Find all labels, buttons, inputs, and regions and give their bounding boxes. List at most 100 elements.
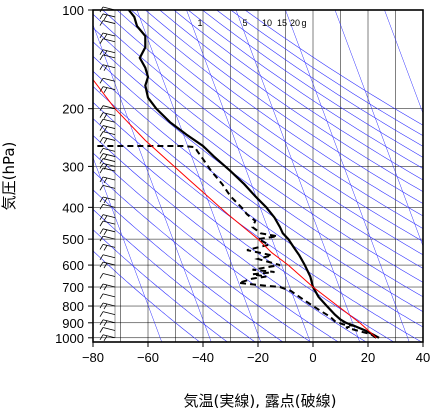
series-layer xyxy=(93,10,380,339)
y-tick-label: 1000 xyxy=(55,331,84,346)
y-tick-label: 400 xyxy=(62,200,84,215)
wind-barb xyxy=(99,176,116,184)
mixing-ratio-line xyxy=(93,24,212,342)
wind-barb xyxy=(99,86,116,93)
y-tick-label: 700 xyxy=(62,280,84,295)
dry-adiabat-line xyxy=(230,10,423,136)
wind-barb xyxy=(99,184,116,191)
grid-layer xyxy=(93,10,423,342)
wind-barb xyxy=(99,148,116,154)
wind-barb xyxy=(99,273,116,279)
dry-adiabat-line xyxy=(202,10,423,158)
wind-barb xyxy=(99,112,116,119)
wind-barb xyxy=(99,254,116,260)
dry-adiabat-line xyxy=(93,55,423,298)
wind-barb xyxy=(99,64,116,71)
x-tick-label: 20 xyxy=(361,350,375,365)
wind-barb xyxy=(99,214,116,221)
dry-adiabat-line xyxy=(93,152,339,342)
dry-adiabat-line xyxy=(93,13,423,256)
mixing-ratio-labels: 1 5 10 15 20 g xyxy=(197,18,306,28)
dry-adiabat-line xyxy=(93,101,422,342)
wind-barb xyxy=(99,196,116,204)
mixing-ratio-line xyxy=(285,10,410,342)
wind-barb xyxy=(99,261,116,269)
x-tick-label: −80 xyxy=(82,350,104,365)
wind-barb xyxy=(99,137,116,144)
wind-barb xyxy=(99,327,116,333)
dry-adiabat-line xyxy=(93,209,256,342)
y-axis-title: 気圧(hPa) xyxy=(0,142,18,211)
x-axis: −80 −60 −40 −20 0 20 40 xyxy=(82,342,430,365)
wind-barb xyxy=(99,49,116,56)
mixing-ratio-label: 1 xyxy=(197,18,202,28)
wind-barb xyxy=(99,125,116,132)
wind-barb xyxy=(99,163,116,170)
dry-adiabat-line xyxy=(102,10,423,242)
wind-barb xyxy=(99,105,116,111)
y-tick-label: 200 xyxy=(62,102,84,117)
x-tick-label: 0 xyxy=(309,350,316,365)
wind-barb xyxy=(99,283,116,291)
x-axis-title: 気温(実線), 露点(破線) xyxy=(184,392,337,410)
parcel-line xyxy=(93,78,377,339)
wind-barb xyxy=(99,311,116,317)
wind-barb xyxy=(99,203,116,210)
dry-adiabat-line xyxy=(93,135,367,342)
dry-adiabat-line xyxy=(173,10,423,181)
dry-adiabat-line xyxy=(93,189,284,342)
wind-barb xyxy=(99,13,116,21)
dry-adiabat-line xyxy=(93,250,200,342)
x-tick-label: −60 xyxy=(137,350,159,365)
wind-barb xyxy=(99,319,116,326)
wind-barbs xyxy=(99,6,116,341)
mixing-ratio-label: 15 xyxy=(277,18,287,28)
y-tick-label: 500 xyxy=(62,232,84,247)
dewpoint-line xyxy=(93,145,377,339)
dry-adiabat-lines xyxy=(93,10,423,342)
wind-barb xyxy=(99,220,116,227)
wind-barb xyxy=(99,77,116,84)
wind-barb xyxy=(99,38,116,44)
y-tick-label: 600 xyxy=(62,258,84,273)
wind-barb xyxy=(99,54,116,61)
dry-adiabat-line xyxy=(93,86,423,328)
mixing-ratio-line xyxy=(136,10,261,342)
y-tick-label: 800 xyxy=(62,299,84,314)
dry-adiabat-line xyxy=(216,10,423,147)
wind-barb xyxy=(99,235,116,242)
wind-barb xyxy=(99,334,116,341)
mixing-ratio-label: 10 xyxy=(262,18,272,28)
mixing-ratio-label: g xyxy=(301,18,306,28)
wind-barb xyxy=(99,20,116,26)
y-tick-label: 300 xyxy=(62,159,84,174)
wind-barb xyxy=(99,228,116,236)
wind-barb xyxy=(99,167,116,174)
x-tick-label: −20 xyxy=(247,350,269,365)
wind-barb xyxy=(99,293,116,300)
dry-adiabat-line xyxy=(116,10,423,229)
mixing-ratio-line xyxy=(235,10,360,342)
mixing-ratio-label: 5 xyxy=(242,18,247,28)
dry-adiabat-line xyxy=(93,170,311,342)
mixing-ratio-line xyxy=(186,10,311,342)
mixing-ratio-label: 20 xyxy=(290,18,300,28)
dry-adiabat-line xyxy=(145,10,423,204)
mixing-ratio-line xyxy=(334,10,423,247)
dry-adiabat-line xyxy=(93,27,423,269)
wind-barb xyxy=(99,302,116,310)
dry-adiabat-line xyxy=(93,118,394,342)
mixing-ratio-line xyxy=(93,156,162,342)
wind-barb xyxy=(99,118,116,125)
y-tick-label: 900 xyxy=(62,316,84,331)
temperature-line xyxy=(127,10,380,339)
dry-adiabat-line xyxy=(93,229,228,342)
x-tick-label: −40 xyxy=(192,350,214,365)
wind-barb xyxy=(99,158,116,164)
wind-barb xyxy=(99,153,116,160)
wind-barb xyxy=(99,131,116,137)
dry-adiabat-line xyxy=(93,41,423,283)
wind-barb xyxy=(99,244,116,251)
y-tick-label: 100 xyxy=(62,3,84,18)
